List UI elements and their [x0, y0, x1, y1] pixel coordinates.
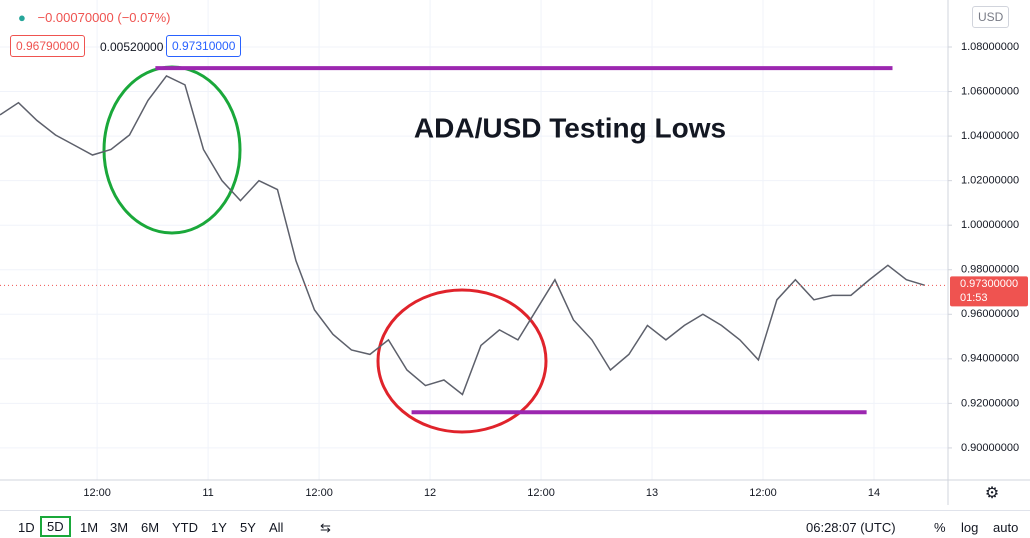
y-tick-label: 0.96000000 [961, 308, 1019, 320]
chart: ADA/USD Testing Lows ⚙ 0.90000000 0.92000… [0, 0, 1030, 505]
chart-title: ADA/USD Testing Lows [414, 112, 726, 143]
y-tick-label: 1.00000000 [961, 219, 1019, 231]
option-button[interactable]: auto [993, 520, 1019, 535]
range-button[interactable]: 1D [18, 520, 35, 535]
status-dot: ● [18, 10, 26, 25]
divider [0, 510, 1030, 511]
settings-icon[interactable]: ⚙ [985, 485, 999, 502]
clock: 06:28:07 (UTC) [806, 520, 896, 535]
x-tick-label: 14 [868, 487, 880, 499]
last-price-tag [950, 276, 1028, 307]
range-button[interactable]: 3M [110, 520, 129, 535]
range-button[interactable]: 5Y [240, 520, 256, 535]
highlight-ellipse [376, 288, 548, 434]
y-tick-label: 0.90000000 [961, 442, 1019, 454]
range-button[interactable]: 5D [40, 516, 71, 537]
y-tick-label: 1.02000000 [961, 175, 1019, 187]
countdown: 01:53 [960, 292, 988, 304]
y-tick-label: 1.06000000 [961, 85, 1019, 97]
last-price-label: 0.97300000 [960, 278, 1018, 290]
currency-select[interactable]: USD [972, 6, 1010, 28]
x-tick-label: 12:00 [83, 487, 111, 499]
y-tick-label: 1.08000000 [961, 41, 1019, 53]
x-tick-label: 11 [202, 487, 213, 499]
x-tick-label: 12:00 [749, 487, 777, 499]
change: −0.00070000 (−0.07%) [37, 10, 171, 25]
y-tick-label: 1.04000000 [961, 130, 1019, 142]
ask[interactable]: 0.97310000 [166, 35, 242, 57]
option-button[interactable]: % [934, 520, 946, 535]
date-range-icon[interactable]: ⇆ [320, 520, 331, 535]
bid[interactable]: 0.96790000 [10, 35, 86, 57]
option-button[interactable]: log [961, 520, 979, 535]
range-button[interactable]: 1Y [211, 520, 227, 535]
x-tick-label: 12 [424, 487, 436, 499]
range-button[interactable]: 6M [141, 520, 160, 535]
x-tick-label: 12:00 [305, 487, 333, 499]
x-tick-label: 13 [646, 487, 658, 499]
y-tick-label: 0.92000000 [961, 397, 1019, 409]
x-tick-label: 12:00 [527, 487, 555, 499]
spread: 0.00520000 [100, 40, 164, 54]
range-button[interactable]: All [269, 520, 284, 535]
y-tick-label: 0.98000000 [961, 264, 1019, 276]
price-line [0, 75, 926, 396]
range-button[interactable]: YTD [172, 520, 198, 535]
range-button[interactable]: 1M [80, 520, 99, 535]
y-tick-label: 0.94000000 [961, 353, 1019, 365]
header: ● −0.00070000 (−0.07%) [18, 10, 170, 25]
